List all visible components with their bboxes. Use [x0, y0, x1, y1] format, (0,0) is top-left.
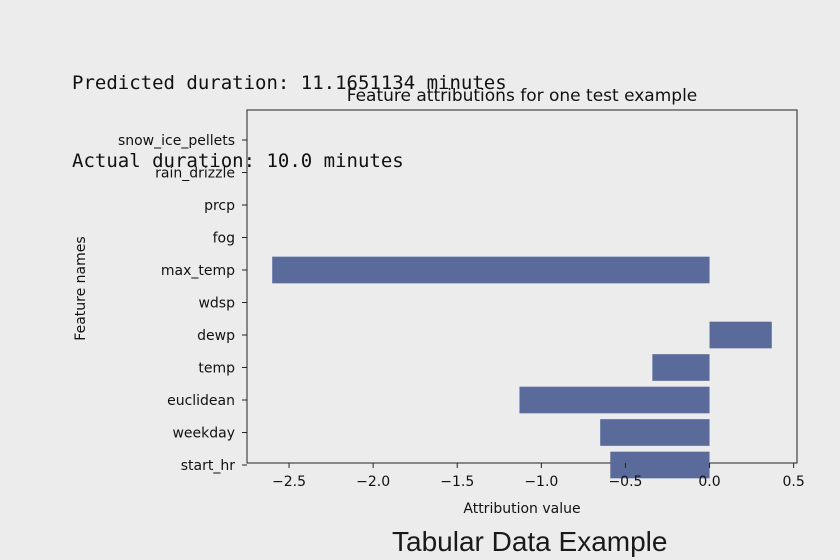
- cell-output: Predicted duration: 11.1651134 minutes A…: [72, 18, 507, 200]
- y-tick-label-temp: temp: [198, 361, 235, 377]
- y-tick-label-prcp: prcp: [204, 198, 235, 214]
- chart-title: Feature attributions for one test exampl…: [347, 86, 698, 106]
- bar-start_hr: [610, 451, 710, 479]
- bar-euclidean: [519, 386, 710, 414]
- bar-max_temp: [272, 256, 710, 284]
- predicted-duration-text: Predicted duration: 11.1651134 minutes: [72, 72, 507, 94]
- y-tick-label-wdsp: wdsp: [198, 296, 235, 312]
- y-tick-label-euclidean: euclidean: [167, 393, 235, 409]
- x-tick-label: −2.0: [356, 474, 390, 490]
- y-tick-label-weekday: weekday: [172, 426, 235, 442]
- actual-duration-text: Actual duration: 10.0 minutes: [72, 150, 404, 172]
- x-tick-label: 0.0: [698, 474, 720, 490]
- x-axis-label: Attribution value: [463, 501, 580, 517]
- y-tick-label-start_hr: start_hr: [181, 458, 235, 474]
- y-axis-label: Feature names: [73, 236, 89, 340]
- y-tick-label-fog: fog: [213, 231, 235, 247]
- y-tick-label-rain_drizzle: rain_drizzle: [155, 166, 235, 182]
- plot-frame: [246, 109, 798, 464]
- y-tick-label-snow_ice_pellets: snow_ice_pellets: [118, 133, 235, 149]
- x-tick-label: −1.5: [440, 474, 474, 490]
- y-tick-label-max_temp: max_temp: [161, 263, 235, 279]
- x-tick-label: −1.0: [524, 474, 558, 490]
- bar-temp: [652, 354, 710, 381]
- bar-weekday: [600, 419, 710, 446]
- x-tick-label: −2.5: [272, 474, 306, 490]
- bar-dewp: [709, 321, 772, 349]
- x-tick-label: 0.5: [783, 474, 805, 490]
- slide-caption: Tabular Data Example: [392, 526, 668, 557]
- x-tick-label: −0.5: [608, 474, 642, 490]
- y-tick-label-dewp: dewp: [197, 328, 235, 344]
